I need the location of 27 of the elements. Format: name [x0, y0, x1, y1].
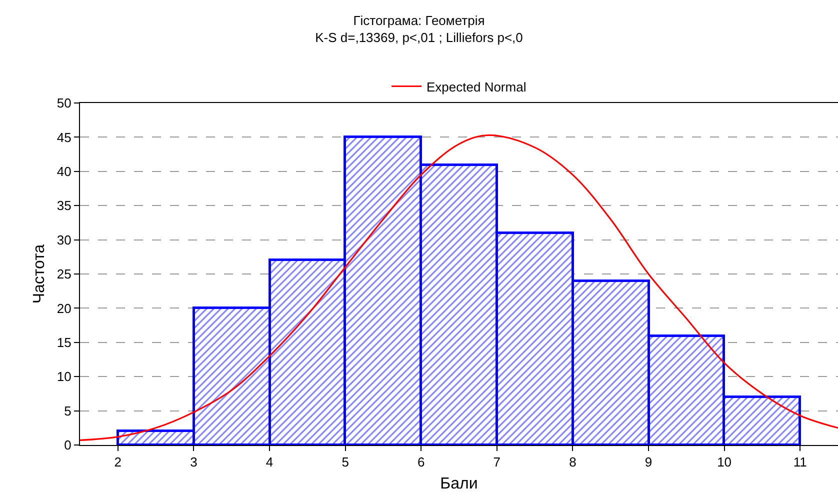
x-axis-title: Бали: [440, 475, 478, 492]
y-tick-label: 50: [56, 96, 72, 111]
y-tick-label: 35: [56, 198, 72, 214]
y-tick-label: 10: [56, 369, 72, 384]
x-tick-label: 9: [644, 454, 652, 470]
y-tick-label: 30: [56, 232, 72, 248]
x-tick-label: 11: [793, 454, 807, 470]
x-tick-label: 10: [717, 454, 732, 470]
y-tick-label: 0: [64, 438, 72, 453]
line-series: [80, 134, 838, 442]
y-tick-label: 40: [56, 164, 72, 179]
chart-title: Гістограма: Геометрія: [353, 13, 485, 28]
y-tick-label: 25: [56, 266, 72, 282]
x-tick-label: 2: [114, 454, 122, 470]
legend-label: Expected Normal: [426, 79, 526, 94]
x-tick-label: 8: [569, 454, 576, 470]
y-tick-label: 15: [56, 334, 72, 350]
chart-subtitle: K-S d=,13369, p<,01 ; Lilliefors p<,0: [315, 30, 523, 46]
y-axis-title: Частота: [30, 244, 48, 304]
x-tick-label: 4: [266, 454, 274, 470]
y-tick-label: 20: [56, 300, 72, 316]
y-tick-label: 5: [64, 403, 72, 418]
x-tick-label: 7: [493, 454, 501, 470]
x-tick-label: 6: [417, 454, 425, 470]
x-tick-label: 3: [190, 454, 198, 470]
x-tick-label: 5: [342, 454, 349, 470]
y-tick-label: 45: [56, 130, 72, 145]
